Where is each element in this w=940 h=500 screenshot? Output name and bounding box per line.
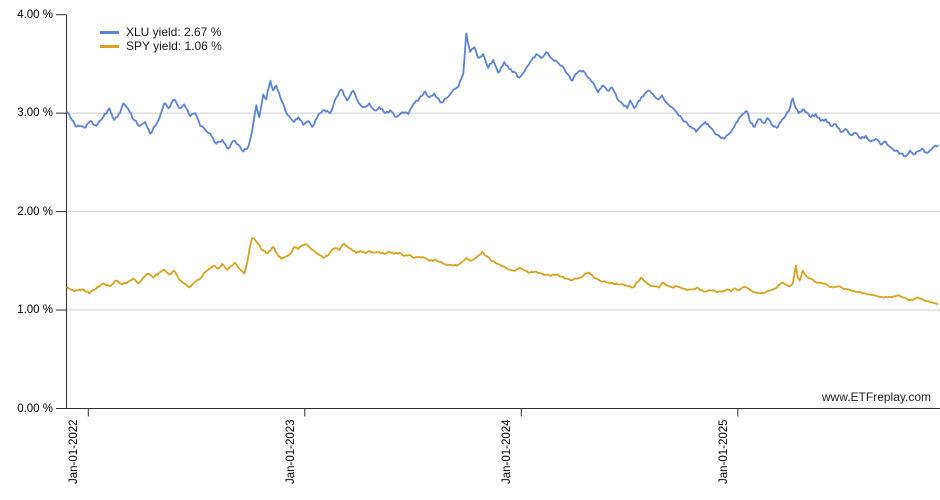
y-tick-label-0: 0.00 %: [17, 402, 53, 415]
spy-line-swatch: [100, 44, 119, 48]
watermark: www.ETFreplay.com: [821, 390, 931, 404]
y-tick-label-1: 1.00 %: [17, 304, 53, 317]
y-tick-label-4: 4.00 %: [17, 8, 53, 21]
legend-label-xlu: XLU yield: 2.67 %: [126, 25, 222, 39]
x-tick-label-2023: Jan-01-2023: [284, 419, 297, 484]
legend-item-xlu: XLU yield: 2.67 %: [100, 25, 222, 39]
x-tick-label-2025: Jan-01-2025: [717, 419, 730, 484]
y-tick-label-3: 3.00 %: [17, 107, 53, 120]
legend-item-spy: SPY yield: 1.06 %: [100, 39, 222, 53]
xlu-yield-line: [66, 32, 939, 158]
x-tick-label-2022: Jan-01-2022: [68, 419, 81, 484]
x-tick-label-2024: Jan-01-2024: [501, 419, 514, 484]
xlu-line-swatch: [100, 30, 119, 34]
spy-yield-line: [66, 237, 939, 306]
legend-label-spy: SPY yield: 1.06 %: [126, 39, 222, 53]
y-tick-label-2: 2.00 %: [17, 205, 53, 218]
legend: XLU yield: 2.67 % SPY yield: 1.06 %: [100, 25, 222, 53]
